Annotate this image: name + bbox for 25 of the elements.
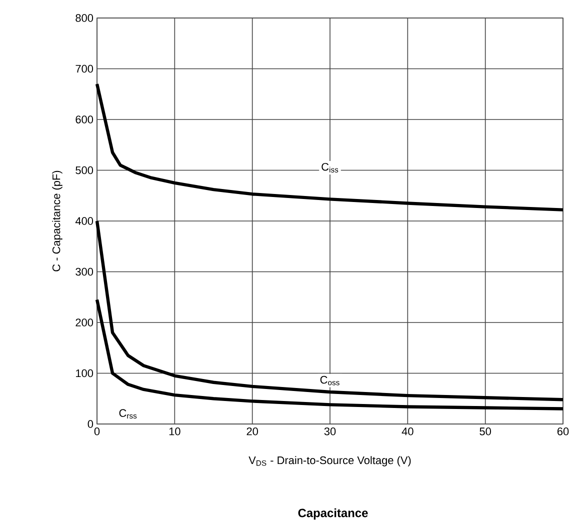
x-tick-label: 0 xyxy=(94,428,100,436)
y-tick-label: 500 xyxy=(76,166,94,174)
x-tick-label: 10 xyxy=(169,428,180,436)
y-tick-label: 800 xyxy=(76,14,94,22)
line-series xyxy=(95,82,565,212)
series-label: C$_{oss}$ xyxy=(320,376,340,386)
x-tick-label: 40 xyxy=(402,428,414,436)
y-tick-label: 600 xyxy=(76,116,94,124)
x-tick-label: 30 xyxy=(324,428,336,436)
y-tick-label: 100 xyxy=(76,369,94,378)
text: C$_{iss}$ xyxy=(322,162,338,172)
y-tick-label: 400 xyxy=(75,217,94,225)
y-tick-label: 0 xyxy=(88,420,94,428)
x-tick-label: 60 xyxy=(557,428,569,436)
series-label: C$_{rss}$ xyxy=(119,409,137,419)
line-series xyxy=(95,298,565,410)
x-tick-label: 20 xyxy=(246,428,258,436)
y-tick-label: 200 xyxy=(76,318,94,326)
line-series xyxy=(95,219,565,402)
y-tick-label: 300 xyxy=(76,268,94,276)
x-axis-title: V$_{DS}$ - Drain-to-Source Voltage (V) xyxy=(248,456,411,466)
x-tick-label: 50 xyxy=(480,428,491,436)
y-axis-title: C - Capacitance (pF) xyxy=(52,170,62,272)
text: Capacitance xyxy=(298,508,368,520)
y-tick-label: 700 xyxy=(76,64,94,73)
